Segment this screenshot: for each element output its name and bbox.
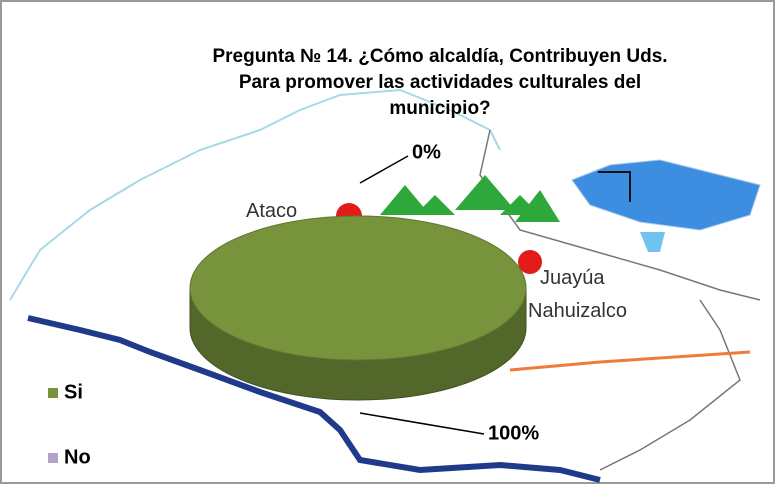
leader-line [359,155,409,184]
slice-top [189,215,527,361]
pie [189,215,527,401]
place-label: Ataco [246,200,297,222]
legend-swatch [48,453,58,463]
data-label: 100% [488,422,539,444]
legend-swatch [48,388,58,398]
place-label: Nahuizalco [528,300,627,322]
background-map [9,88,761,483]
slice [189,215,527,401]
legend-label: Si [64,381,83,403]
legend-label: No [64,446,91,468]
leader-line [359,412,485,435]
data-label: 0% [412,141,441,163]
chart-title: Pregunta № 14. ¿Cómo alcaldía, Contribuy… [212,46,668,119]
place-label: Juayúa [540,267,605,289]
